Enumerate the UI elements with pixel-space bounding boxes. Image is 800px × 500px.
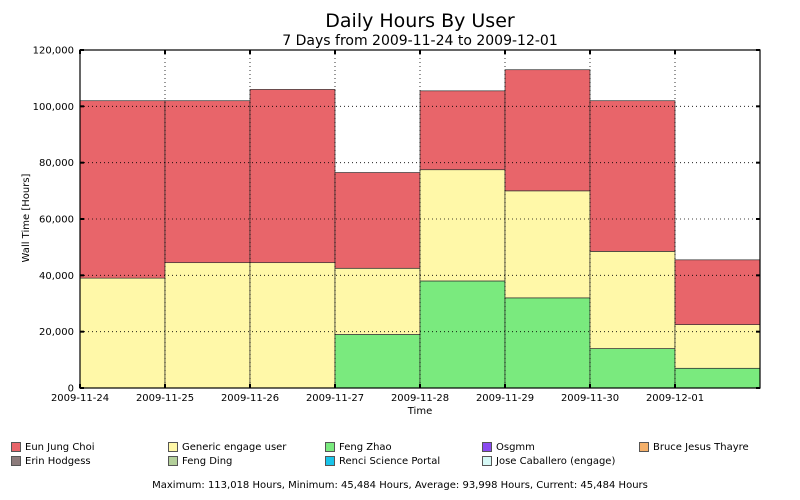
bar-eun-jung-choi-5 [504,69,591,192]
x-tick-label-2: 2009-11-26 [221,393,279,404]
legend-item: Feng Zhao [325,441,482,453]
bar-generic-engage-user-7 [674,324,761,369]
legend-item: Renci Science Portal [325,455,482,467]
y-axis-label: Wall Time [Hours] [21,173,32,262]
legend-swatch [639,442,649,452]
bar-feng-zhao-6 [589,348,676,389]
legend-item: Generic engage user [168,441,325,453]
x-tick-label-1: 2009-11-25 [136,393,194,404]
legend-swatch [11,442,21,452]
x-tick-label-4: 2009-11-28 [391,393,449,404]
bar-eun-jung-choi-1 [164,100,251,264]
grid-layer [80,50,760,388]
bar-generic-engage-user-2 [249,262,336,389]
bar-feng-zhao-7 [674,367,761,389]
y-tick-label-0: 0 [68,384,74,395]
legend-swatch [325,456,335,466]
legend-item: Eun Jung Choi [11,441,168,453]
legend-label: Osgmm [496,441,535,453]
bar-feng-zhao-5 [504,297,591,389]
x-tick-label-3: 2009-11-27 [306,393,364,404]
legend-label: Generic engage user [182,441,287,453]
legend-label: Feng Ding [182,455,233,467]
y-tick-label-4: 80,000 [39,158,74,169]
bar-eun-jung-choi-0 [79,100,166,279]
legend-item: Feng Ding [168,455,325,467]
bar-eun-jung-choi-6 [589,100,676,252]
summary-text: Maximum: 113,018 Hours, Minimum: 45,484 … [152,480,648,491]
x-tick-label-7: 2009-12-01 [646,393,704,404]
x-tick-label-0: 2009-11-24 [51,393,109,404]
legend-swatch [482,456,492,466]
bar-generic-engage-user-0 [79,277,166,389]
y-tick-label-3: 60,000 [39,215,74,226]
legend-item: Erin Hodgess [11,455,168,467]
y-tick-label-6: 120,000 [33,46,74,57]
bars-layer [79,69,761,389]
bar-generic-engage-user-6 [589,251,676,349]
bar-eun-jung-choi-7 [674,259,761,325]
y-ticks: 0 20,000 40,000 60,000 80,000 100,000 120,000 [33,46,760,395]
bar-generic-engage-user-4 [419,169,506,282]
x-tick-label-5: 2009-11-29 [476,393,534,404]
x-ticks: 2009-11-24 2009-11-25 2009-11-26 2009-11-27… [51,50,704,404]
legend-swatch [168,442,178,452]
legend: Eun Jung Choi Generic engage user Feng Zha… [11,441,800,467]
bar-eun-jung-choi-3 [334,172,421,269]
chart: Daily Hours By User 7 Days from 2009-11-… [21,10,761,417]
legend-label: Renci Science Portal [339,455,441,467]
legend-swatch [325,442,335,452]
y-tick-label-5: 100,000 [33,102,74,113]
legend-label: Feng Zhao [339,441,392,453]
y-tick-label-1: 20,000 [39,327,74,338]
chart-title: Daily Hours By User [325,10,515,32]
bar-eun-jung-choi-2 [249,89,336,264]
legend-label: Erin Hodgess [25,455,91,467]
bar-generic-engage-user-3 [334,267,421,335]
x-axis-label: Time [407,406,432,417]
legend-item: Jose Caballero (engage) [482,455,639,467]
legend-label: Jose Caballero (engage) [496,455,616,467]
legend-swatch [482,442,492,452]
x-tick-label-6: 2009-11-30 [561,393,619,404]
legend-label: Eun Jung Choi [25,441,95,453]
legend-swatch [11,456,21,466]
bar-feng-zhao-4 [419,280,506,389]
bar-eun-jung-choi-4 [419,90,506,171]
bar-generic-engage-user-1 [164,262,251,389]
bar-generic-engage-user-5 [504,190,591,299]
legend-label: Bruce Jesus Thayre [653,441,749,453]
y-tick-label-2: 40,000 [39,271,74,282]
legend-item: Osgmm [482,441,639,453]
legend-swatch [168,456,178,466]
bar-feng-zhao-3 [334,334,421,389]
legend-item: Bruce Jesus Thayre [639,441,796,453]
chart-subtitle: 7 Days from 2009-11-24 to 2009-12-01 [282,33,557,49]
